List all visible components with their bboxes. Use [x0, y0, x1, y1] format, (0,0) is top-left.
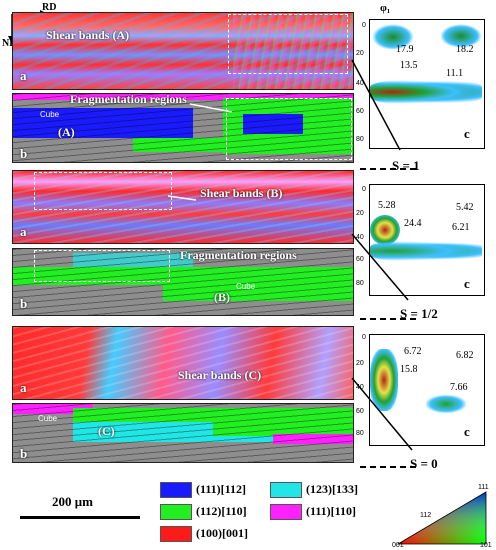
ebsd-map-2b: [12, 248, 354, 316]
odf1-tick-20: 20: [356, 50, 364, 57]
dash-line-2: [360, 318, 416, 320]
cube-tag-1: (A): [58, 125, 75, 139]
panel3-b-label: b: [20, 446, 28, 461]
phi1-label: φ₁: [380, 2, 391, 14]
odf1-tick-80: 80: [356, 136, 364, 143]
rd-label: RD: [42, 2, 57, 13]
legend-label-100-001: (100)[001]: [196, 526, 248, 540]
ipf-label-001: 001: [392, 542, 404, 549]
legend-swatch-111-110: [270, 504, 302, 520]
odf3-tick-60: 60: [356, 408, 364, 415]
dash-line-3: [360, 466, 416, 468]
panel1-a-label: a: [20, 68, 27, 83]
odf2-val-3: 24.4: [404, 218, 422, 229]
legend-swatch-112-110: [160, 504, 192, 520]
odf3-tick-0: 0: [362, 334, 366, 341]
odf1-val-4: 11.1: [446, 68, 464, 79]
odf3-tick-80: 80: [356, 430, 364, 437]
odf1-tick-40: 40: [356, 80, 364, 87]
odf2-tick-80: 80: [356, 280, 364, 287]
cube-label-3: Cube: [38, 414, 58, 423]
selection-box-1a: [228, 14, 348, 74]
ebsd-map-1a: [12, 12, 354, 90]
legend-label-111-110: (111)[110]: [306, 504, 356, 518]
odf3-tick-20: 20: [356, 360, 364, 367]
selection-box-2b: [34, 250, 170, 282]
odf2-tick-20: 20: [356, 210, 364, 217]
ebsd-map-1b: [12, 93, 354, 163]
ipf-label-112: 112: [420, 512, 432, 519]
odf2-val-1: 5.28: [378, 200, 396, 211]
legend-swatch-123-133: [270, 482, 302, 498]
odf1-val-1: 17.9: [396, 44, 414, 55]
odf1-val-3: 13.5: [400, 60, 418, 71]
panel3-a-label: a: [20, 380, 27, 395]
odf3-val-2: 6.82: [456, 350, 474, 361]
fragmentation-label-2: Fragmentation regions: [180, 248, 297, 262]
ebsd-map-3a: [12, 326, 354, 400]
odf2-c-label: c: [464, 276, 470, 291]
legend-label-112-110: (112)[110]: [196, 504, 247, 518]
odf2-tick-40: 40: [356, 234, 364, 241]
cube-label-2: Cube: [236, 282, 256, 291]
fragmentation-label-1: Fragmentation regions: [70, 92, 187, 106]
nd-label: ND: [2, 38, 17, 49]
odf2-val-4: 6.21: [452, 222, 470, 233]
legend-swatch-100-001: [160, 526, 192, 542]
s-value-1: S = 1: [392, 158, 420, 173]
odf1-tick-0: 0: [362, 22, 366, 29]
shear-bands-a-label: Shear bands (A): [46, 28, 130, 42]
legend-label-123-133: (123)[133]: [306, 482, 358, 496]
s-value-3: S = 0: [410, 456, 438, 471]
selection-box-1b: [226, 98, 352, 160]
cube-tag-2: (B): [214, 290, 230, 304]
panel2-b-label: b: [20, 296, 28, 311]
odf2-tick-60: 60: [356, 256, 364, 263]
odf1-val-2: 18.2: [456, 44, 474, 55]
ebsd-map-3b: [12, 403, 354, 463]
scale-bar: [20, 516, 140, 519]
panel1-b-label: b: [20, 146, 28, 161]
legend-swatch-111-112: [160, 482, 192, 498]
odf3-c-label: c: [464, 424, 470, 439]
ebsd-map-2a: [12, 170, 354, 244]
s-value-2: S = 1/2: [400, 306, 438, 321]
odf2-val-2: 5.42: [456, 202, 474, 213]
dash-line-1: [360, 168, 416, 170]
odf1-tick-60: 60: [356, 108, 364, 115]
odf3-val-1: 6.72: [404, 346, 422, 357]
odf-panel-3: [369, 334, 485, 446]
shear-bands-b-label: Shear bands (B): [200, 186, 283, 200]
odf3-val-4: 7.66: [450, 382, 468, 393]
ipf-triangle: [396, 491, 487, 545]
scale-bar-label: 200 μm: [52, 494, 93, 509]
panel2-a-label: a: [20, 224, 27, 239]
shear-bands-c-label: Shear bands (C): [178, 368, 262, 382]
ipf-label-111: 111: [478, 484, 489, 491]
selection-box-2a: [34, 172, 172, 210]
odf2-tick-0: 0: [362, 186, 366, 193]
odf3-val-3: 15.8: [400, 364, 418, 375]
odf1-c-label: c: [464, 126, 470, 141]
cube-tag-3: (C): [98, 424, 115, 438]
ipf-label-101: 101: [480, 542, 492, 549]
cube-label-1: Cube: [40, 110, 60, 119]
legend-label-111-112: (111)[112]: [196, 482, 246, 496]
